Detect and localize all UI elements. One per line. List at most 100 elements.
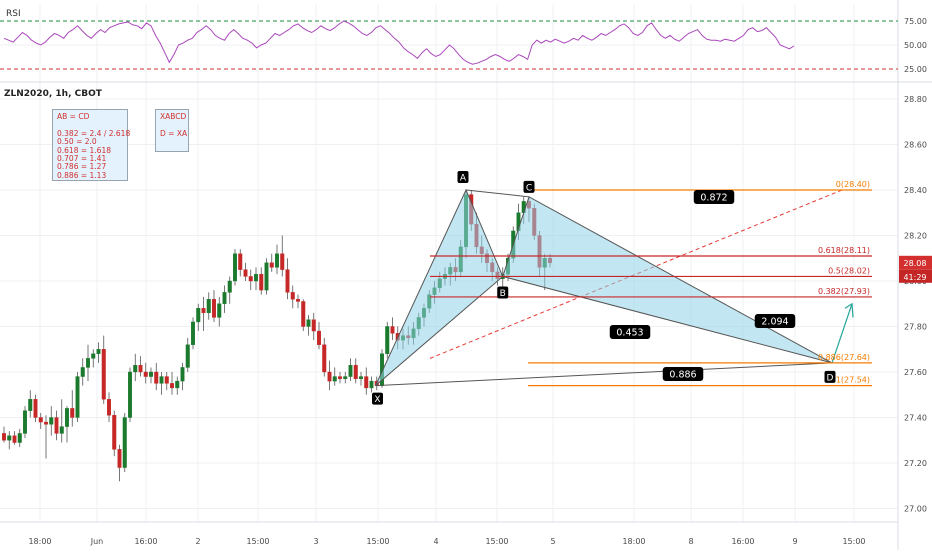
candle-body (211, 299, 216, 318)
price-tick-label: 27.60 (904, 368, 927, 377)
candle-body (54, 417, 59, 434)
point-label-d: D (827, 373, 834, 383)
candle-body (154, 371, 159, 384)
time-tick-label: 2 (195, 537, 200, 546)
time-tick-label: 15:00 (366, 537, 389, 546)
candle-body (196, 308, 201, 323)
ratio-label-box (662, 367, 704, 381)
candle-body (101, 349, 106, 400)
candle-body (338, 376, 343, 380)
point-label-d-box (824, 370, 836, 383)
candle-body (301, 301, 306, 327)
candle-body (122, 417, 127, 468)
last-price-label: 28.08 (904, 259, 927, 268)
ratio-label: 2.094 (761, 317, 788, 328)
candle-body (332, 376, 337, 382)
info-box-line: 0.382 = 2.4 / 2.618 (57, 128, 131, 138)
price-tick-label: 28.60 (904, 141, 927, 150)
symbol-label: ZLN2020, 1h, CBOT (4, 89, 103, 99)
candle-body (353, 364, 358, 380)
candle-body (7, 435, 12, 441)
point-label-a: A (460, 174, 467, 184)
ab-cd-info-box[interactable]: AB = CD 0.382 = 2.4 / 2.618 0.50 = 2.0 0… (52, 109, 131, 181)
countdown-label: 41:29 (903, 273, 926, 282)
last-price-tag (899, 255, 932, 270)
ratio-label-box (693, 190, 735, 204)
candle-body (143, 371, 148, 377)
projection-arrowhead (844, 302, 854, 318)
candle-body (275, 253, 280, 268)
time-tick-label: 18:00 (622, 537, 645, 546)
candle-body (148, 371, 153, 377)
price-tick-label: 27.00 (904, 505, 927, 514)
time-tick-label: 9 (792, 537, 797, 546)
candle-body (343, 376, 348, 380)
candle-body (185, 344, 190, 368)
candle-body (201, 308, 206, 314)
candle-body (175, 380, 180, 389)
point-label-b-box (497, 286, 509, 299)
fib-level-label: 1(27.54) (836, 376, 870, 385)
candle-body (264, 262, 269, 291)
candle-body (49, 417, 54, 425)
time-tick-label: 15:00 (246, 537, 269, 546)
point-label-a-box (457, 171, 469, 183)
candle-body (269, 262, 274, 268)
pattern-xd-line (375, 362, 833, 387)
time-tick-label: Jun (90, 537, 104, 546)
candle-body (290, 292, 295, 300)
ratio-label: 0.453 (616, 328, 643, 339)
candle-body (80, 367, 85, 377)
candle-body (2, 433, 6, 441)
candle-body (348, 364, 353, 377)
time-tick-label: 16:00 (731, 537, 754, 546)
price-tick-label: 28.40 (904, 186, 927, 195)
candle-body (390, 326, 395, 334)
candle-body (33, 399, 38, 418)
candle-body (112, 415, 117, 450)
time-tick-label: 8 (688, 537, 693, 546)
price-tick-label: 27.40 (904, 414, 927, 423)
fib-level-label: 0.382(27.93) (818, 287, 870, 296)
candle-body (364, 376, 369, 389)
candle-body (138, 364, 143, 373)
xabcd-info-box[interactable]: XABCD D = XA (155, 109, 189, 152)
candle-body (38, 417, 43, 423)
price-tick-label: 27.80 (904, 323, 927, 332)
info-box-line: 0.886 = 1.13 (57, 170, 107, 180)
candle-body (243, 269, 248, 277)
candle-body (248, 276, 253, 282)
candle-body (253, 273, 258, 282)
rsi-line (3, 20, 795, 65)
candle-body (64, 408, 69, 427)
candle-body (311, 319, 316, 332)
time-tick-label: 15:00 (485, 537, 508, 546)
time-tick-label: 16:00 (134, 537, 157, 546)
candle-body (322, 344, 327, 373)
candle-body (59, 426, 64, 434)
candle-body (133, 364, 138, 373)
projection-arrow (831, 303, 853, 364)
pattern-triangle-bcd (502, 196, 833, 364)
candle-body (259, 273, 264, 291)
point-label-b: B (500, 289, 506, 299)
candle-body (227, 280, 232, 293)
time-tick-label: 4 (433, 537, 438, 546)
info-box-line: 0.707 = 1.41 (57, 154, 107, 164)
candle-body (180, 367, 185, 382)
candle-body (285, 269, 290, 293)
pattern-triangle-xab (375, 188, 504, 387)
time-tick-label: 5 (550, 537, 555, 546)
time-tick-label: 15:00 (842, 537, 865, 546)
pattern-ac-line (465, 189, 530, 198)
point-label-x: X (374, 395, 380, 405)
rsi-label: RSI (6, 9, 21, 19)
price-tick-label: 27.20 (904, 459, 927, 468)
candle-body (327, 371, 332, 382)
fib-level-label: 0(28.40) (836, 180, 870, 189)
info-box-line: 0.50 = 2.0 (57, 137, 97, 147)
info-box-line: D = XA (160, 128, 188, 138)
candle-body (217, 303, 222, 318)
